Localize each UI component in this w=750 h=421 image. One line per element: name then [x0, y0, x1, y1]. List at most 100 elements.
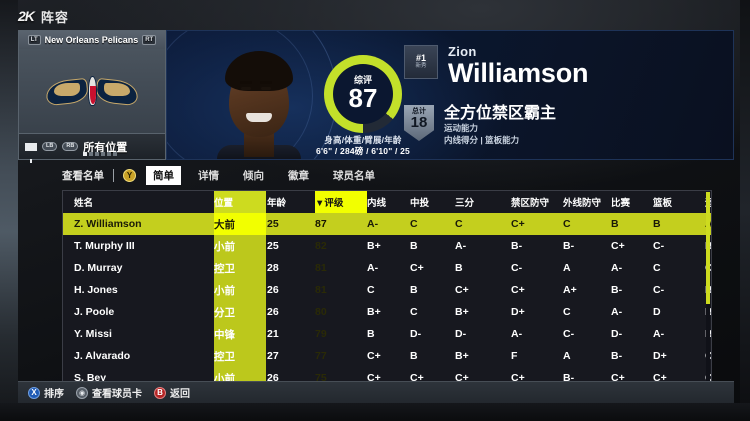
tab-0[interactable]: 简单 — [146, 166, 181, 185]
column-header-3[interactable]: ▼评级 — [315, 191, 367, 213]
hero-panel: LT New Orleans Pelicans RT LB RB 所有位置 — [18, 30, 734, 163]
cell-4-3: 80 — [315, 306, 327, 318]
cell-2-10: C — [653, 262, 661, 274]
column-header-7[interactable]: 禁区防守 — [511, 198, 550, 209]
cell-4-5: C — [410, 306, 418, 318]
position-filter[interactable]: LB RB 所有位置 — [19, 133, 165, 163]
b-button-icon[interactable]: B — [154, 386, 166, 399]
player-summary-panel: 综评 87 身高/体重/臂展/年龄 6'6" / 284磅 / 6'10" / … — [166, 30, 734, 160]
arc-decoration-inner — [167, 31, 313, 159]
cell-2-7: C- — [511, 262, 523, 274]
cell-0-2: 25 — [267, 218, 279, 230]
team-header: LT New Orleans Pelicans RT — [19, 31, 165, 49]
x-button-icon[interactable]: X — [28, 386, 40, 399]
column-header-0[interactable]: 姓名 — [74, 198, 94, 209]
cell-4-1: 分卫 — [214, 306, 235, 319]
cell-2-5: C+ — [410, 262, 424, 274]
cell-2-6: B — [455, 262, 463, 274]
cell-7-8: B- — [563, 372, 575, 384]
cell-3-3: 81 — [315, 284, 327, 296]
cell-0-4: A- — [367, 218, 379, 230]
table-scroll-thumb[interactable] — [706, 192, 710, 304]
cell-1-9: C+ — [611, 240, 625, 252]
overall-label: 综评 — [353, 74, 372, 85]
prompt-2[interactable]: B 返回 — [154, 385, 190, 400]
archetype-name: 全方位禁区霸主 — [444, 105, 557, 122]
jersey-badge: #1 新秀 — [404, 45, 438, 79]
y-button-icon[interactable]: Y — [123, 169, 136, 182]
tab-1[interactable]: 详情 — [198, 170, 219, 182]
vitals-value: 6'6" / 284磅 / 6'10" / 25 — [316, 145, 410, 156]
selected-sort-cell-highlight — [214, 213, 266, 235]
lb-button-icon[interactable]: LB — [42, 141, 58, 152]
cell-3-9: B- — [611, 284, 623, 296]
filter-icon — [25, 142, 37, 163]
stick-button-icon[interactable]: ◉ — [76, 386, 88, 399]
sort-column-highlight-body — [214, 213, 266, 384]
app-header: 2K 阵容 — [18, 4, 69, 28]
cell-7-1: 小前 — [214, 372, 235, 385]
cell-0-7: C+ — [511, 218, 525, 230]
player-vitals: 身高/体重/臂展/年龄 6'6" / 284磅 / 6'10" / 25 — [289, 135, 437, 156]
rb-button-icon[interactable]: RB — [62, 141, 79, 152]
cell-4-9: A- — [611, 306, 623, 318]
cell-2-0: D. Murray — [74, 262, 123, 274]
cell-1-4: B+ — [367, 240, 381, 252]
tab-bar: 查看名单 Y 简单 详情 倾向 徽章 球员名单 — [62, 166, 382, 185]
team-panel[interactable]: LT New Orleans Pelicans RT LB RB 所有位置 — [18, 30, 166, 163]
column-header-6[interactable]: 三分 — [455, 198, 475, 209]
column-header-4[interactable]: 内线 — [367, 198, 387, 209]
cell-3-6: C+ — [455, 284, 469, 296]
cell-3-0: H. Jones — [74, 284, 118, 296]
cell-6-4: C+ — [367, 350, 381, 362]
cell-1-1: 小前 — [214, 240, 235, 253]
cell-6-3: 77 — [315, 350, 327, 362]
tab-2[interactable]: 倾向 — [243, 170, 264, 182]
pelicans-logo-icon — [44, 72, 140, 112]
vitals-label: 身高/体重/臂展/年龄 — [324, 135, 402, 145]
column-header-8[interactable]: 外线防守 — [563, 198, 602, 209]
cell-5-9: D- — [611, 328, 623, 340]
cell-5-8: C- — [563, 328, 575, 340]
right-bumper-icon[interactable]: RT — [142, 35, 157, 45]
column-header-10[interactable]: 篮板 — [653, 198, 673, 209]
filter-pagination-dots — [83, 152, 117, 156]
cell-6-0: J. Alvarado — [74, 350, 131, 362]
column-header-5[interactable]: 中投 — [410, 198, 430, 209]
column-header-2[interactable]: 年龄 — [267, 198, 287, 209]
cell-1-5: B — [410, 240, 418, 252]
cell-5-3: 79 — [315, 328, 327, 340]
cell-5-2: 21 — [267, 328, 279, 340]
tab-3[interactable]: 徽章 — [288, 170, 309, 182]
right-edge-decoration — [740, 0, 750, 421]
cell-0-1: 大前 — [214, 218, 235, 231]
cell-3-1: 小前 — [214, 284, 235, 297]
cell-2-3: 81 — [315, 262, 327, 274]
prompt-1[interactable]: ◉ 查看球员卡 — [76, 385, 142, 400]
left-bumper-icon[interactable]: LT — [27, 35, 41, 45]
prompt-label-2: 返回 — [170, 389, 190, 400]
cell-5-5: D- — [410, 328, 422, 340]
cell-4-10: D — [653, 306, 661, 318]
player-headshot — [211, 45, 307, 159]
team-name: New Orleans Pelicans — [44, 35, 139, 45]
cell-0-5: C — [410, 218, 418, 230]
column-header-1[interactable]: 位置 — [214, 198, 234, 209]
cell-1-0: T. Murphy III — [74, 240, 135, 252]
cell-4-4: B+ — [367, 306, 381, 318]
tab-4[interactable]: 球员名单 — [333, 170, 375, 182]
cell-6-6: B+ — [455, 350, 469, 362]
cell-0-0: Z. Williamson — [74, 218, 142, 230]
prompt-0[interactable]: X 排序 — [28, 385, 64, 400]
cell-5-0: Y. Missi — [74, 328, 112, 340]
column-header-9[interactable]: 比赛 — [611, 198, 631, 209]
